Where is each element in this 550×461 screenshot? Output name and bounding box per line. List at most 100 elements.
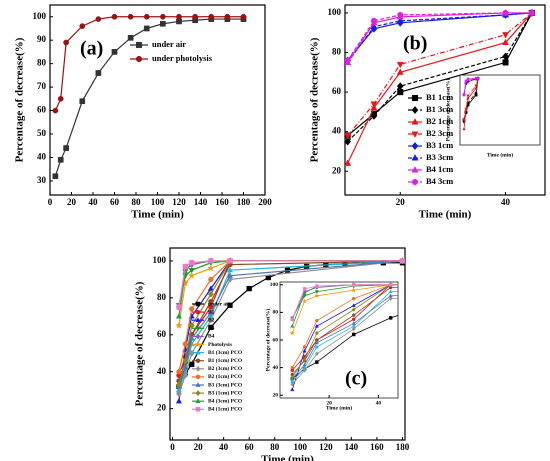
x-tick-label: 20 xyxy=(194,442,204,452)
marker xyxy=(301,298,308,304)
marker xyxy=(315,318,319,323)
x-tick-label: 120 xyxy=(172,197,186,207)
series-line xyxy=(347,12,533,137)
y-tick-label: 20 xyxy=(273,393,279,399)
marker xyxy=(388,283,393,287)
series-group xyxy=(175,256,405,404)
marker xyxy=(227,302,233,308)
marker xyxy=(208,298,214,305)
marker xyxy=(351,326,356,332)
marker xyxy=(464,107,468,111)
marker xyxy=(388,293,393,298)
marker xyxy=(175,397,183,404)
legend-label: under air xyxy=(208,301,231,307)
marker xyxy=(502,52,509,61)
series-group xyxy=(52,13,247,180)
marker xyxy=(226,272,234,278)
y-tick-label: 40 xyxy=(332,126,342,136)
marker xyxy=(160,13,166,20)
series-line xyxy=(291,291,398,382)
marker xyxy=(462,127,466,131)
marker xyxy=(502,32,510,39)
marker xyxy=(411,166,419,173)
legend-label: B4 3cm xyxy=(426,176,453,186)
marker xyxy=(411,94,419,102)
marker xyxy=(182,263,188,270)
marker xyxy=(396,68,404,75)
y-axis-label: Percentage of decrease(%) xyxy=(264,309,271,372)
x-tick-label: 0 xyxy=(170,442,175,452)
marker xyxy=(187,271,196,280)
marker xyxy=(352,313,356,317)
marker xyxy=(188,267,195,274)
marker xyxy=(195,309,201,315)
marker xyxy=(315,284,319,288)
x-tick-label: 180 xyxy=(237,197,251,207)
marker xyxy=(189,306,195,312)
marker xyxy=(195,374,201,380)
marker xyxy=(411,141,419,151)
marker xyxy=(290,387,295,392)
panel-label: (a) xyxy=(80,38,103,60)
legend-label: B3 xyxy=(208,326,215,332)
y-tick-label: 80 xyxy=(157,292,167,302)
marker xyxy=(208,276,214,283)
marker xyxy=(206,264,215,272)
x-tick-label: 40 xyxy=(376,400,382,406)
x-tick-label: 20 xyxy=(67,197,77,207)
panel-label: (b) xyxy=(403,33,427,55)
marker xyxy=(57,95,64,102)
legend-label: B1 1cm xyxy=(426,92,453,102)
legend-label: B2 1cm xyxy=(426,116,453,126)
legend-label: under air xyxy=(152,39,186,49)
marker xyxy=(397,11,404,18)
marker xyxy=(143,13,150,20)
marker xyxy=(246,285,252,292)
marker xyxy=(52,173,59,180)
marker xyxy=(411,131,419,138)
y-axis-label: Percentage of decrease(%) xyxy=(14,37,26,162)
marker xyxy=(351,321,356,325)
series-group xyxy=(345,8,536,166)
marker xyxy=(176,304,182,310)
legend-label: under photolysis xyxy=(152,53,213,63)
x-tick-label: 40 xyxy=(501,197,511,207)
y-tick-label: 60 xyxy=(273,337,279,343)
marker xyxy=(208,324,214,331)
marker xyxy=(314,330,319,336)
marker xyxy=(462,92,466,96)
marker xyxy=(352,332,356,337)
marker xyxy=(175,321,183,329)
legend-label: B1 (1cm) PCO xyxy=(208,357,243,364)
series-line xyxy=(291,284,398,371)
marker xyxy=(195,390,201,397)
marker xyxy=(351,307,356,312)
x-tick-label: 140 xyxy=(345,442,359,452)
series-group xyxy=(462,76,480,131)
marker xyxy=(352,296,356,301)
marker xyxy=(195,358,201,363)
y-tick-label: 30 xyxy=(37,175,47,185)
marker xyxy=(176,18,182,25)
marker xyxy=(411,118,419,125)
marker xyxy=(189,361,195,367)
marker xyxy=(314,340,319,345)
marker xyxy=(52,107,59,114)
marker xyxy=(396,61,404,69)
y-tick-label: 60 xyxy=(37,105,47,115)
legend-label: B1 3cm xyxy=(426,104,453,114)
marker xyxy=(111,49,118,55)
marker xyxy=(195,398,201,404)
marker xyxy=(195,407,201,412)
marker xyxy=(302,362,307,367)
marker xyxy=(315,360,319,364)
marker xyxy=(476,76,480,80)
y-tick-label: 40 xyxy=(273,365,279,371)
marker xyxy=(207,290,214,298)
x-tick-label: 20 xyxy=(326,400,332,406)
legend-label: B2 (3cm) PCO xyxy=(208,365,243,372)
marker xyxy=(240,13,247,20)
marker xyxy=(290,317,295,322)
y-tick-label: 100 xyxy=(33,11,47,21)
series-line xyxy=(291,284,398,320)
